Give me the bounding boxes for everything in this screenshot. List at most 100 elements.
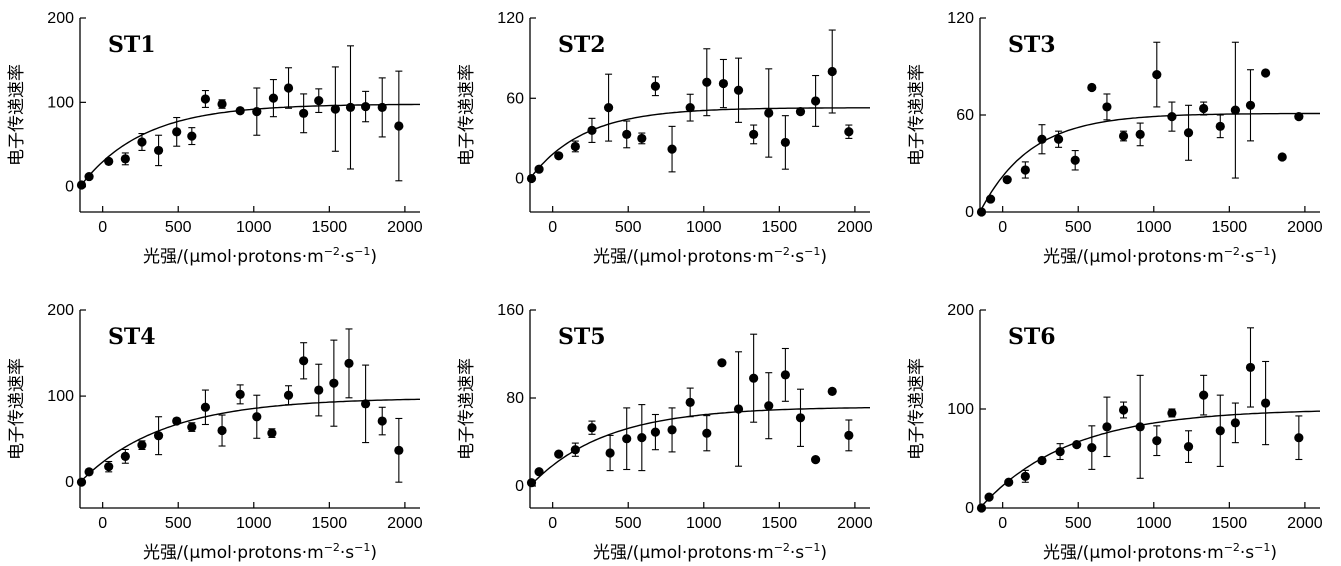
data-point [526,173,537,184]
x-axis-label-part: −2 [1224,541,1240,554]
x-tick-label: 1500 [762,219,798,236]
data-point [1230,105,1240,115]
x-axis-label-part: −1 [804,541,820,554]
data-point [76,477,87,487]
x-tick-label: 2000 [387,219,423,236]
x-tick-label: 500 [165,515,192,532]
data-point [217,99,227,109]
data-point [1118,131,1129,141]
data-point [1261,68,1271,78]
data-point [84,467,94,477]
x-tick-label: 2000 [1287,515,1323,532]
data-point [137,137,147,147]
x-axis-label: 光强/(μmol·protons·m−2·s−1) [143,541,377,563]
x-tick-label: 2000 [837,515,873,532]
data-point [1294,433,1304,443]
x-tick-label: 1000 [236,219,272,236]
x-axis-label-part: ) [820,543,827,563]
data-point [345,102,356,113]
y-tick-label: 100 [47,94,74,111]
data-point [1152,436,1162,446]
data-point [811,96,821,106]
y-tick-label: 200 [47,302,74,319]
data-point [120,154,130,164]
data-point [1245,362,1256,373]
data-point [1199,390,1209,400]
panel-title: ST1 [108,32,156,58]
data-point [330,104,340,114]
y-axis-label: 电子传递速率 [457,358,477,460]
y-tick-label: 100 [947,401,974,418]
x-tick-label: 2000 [837,219,873,236]
fit-curve [979,112,1320,213]
x-axis-label-part: /(μmol·protons·m [177,247,324,267]
chart-panel-st1: 0 500 1000 1500 2000 0 100 200 ST1 电子传递速率光强/(μmol… [7,10,423,267]
data-point [137,440,147,450]
x-tick-label: 0 [998,219,1007,236]
data-point [1002,175,1012,185]
panel-title: ST6 [1008,324,1056,350]
data-point [314,385,324,395]
data-point [1261,398,1271,408]
data-point [172,416,182,426]
x-axis-label: 光强/(μmol·protons·m−2·s−1) [593,541,827,563]
x-axis-label-part: /(μmol·protons·m [1077,247,1224,267]
x-axis-label-part: ) [370,247,377,267]
data-point [1053,134,1064,144]
data-point [283,390,294,400]
data-point [172,127,182,137]
x-axis-label-part: 光强 [1043,247,1077,267]
y-tick-label: 100 [47,388,74,405]
data-point [1037,134,1047,144]
panel-title: ST5 [558,324,606,350]
x-axis-label-part: −1 [804,245,820,258]
data-point [1004,477,1014,487]
x-tick-label: 0 [998,515,1007,532]
data-point [1167,408,1177,418]
data-point [361,399,371,409]
data-point [622,129,632,139]
data-point [1102,422,1112,432]
x-axis-label-part: ·s [1240,543,1254,563]
data-point [299,356,309,366]
data-point [749,373,759,383]
y-axis-label: 电子传递速率 [7,64,27,166]
data-point [268,93,279,103]
data-point [1135,422,1145,432]
x-axis-label-part: −1 [1254,541,1270,554]
x-axis-label: 光强/(μmol·protons·m−2·s−1) [593,245,827,267]
x-axis-label-part: ·s [340,247,354,267]
y-axis-label: 电子传递速率 [907,358,927,460]
y-axis-label: 电子传递速率 [907,64,927,166]
data-point [187,422,197,432]
data-point [1070,155,1080,165]
data-point [394,445,404,455]
x-axis-label-part: /(μmol·protons·m [627,543,774,563]
data-point [637,433,647,443]
data-point [534,164,544,174]
x-tick-label: 1500 [1212,515,1248,532]
data-point [394,121,404,131]
data-point [976,503,987,513]
x-axis-label-part: 光强 [593,543,627,563]
chart-panel-st3: 0 500 1000 1500 2000 0 60 120 ST3 电子传递速率光强/(μmol·… [907,10,1323,267]
x-axis-label-part: ) [820,247,827,267]
data-point [329,378,339,388]
x-axis-label-part: −2 [774,541,790,554]
data-point [1183,442,1194,452]
data-point [554,151,564,161]
x-axis-label-part: −2 [1224,245,1240,258]
data-point [685,103,695,113]
data-point [811,455,821,465]
data-point [702,428,712,438]
x-axis-label-part: ·s [790,247,804,267]
y-tick-label: 200 [47,10,74,27]
x-axis-label-part: −2 [774,245,790,258]
fit-curve [529,407,870,487]
fit-curve [979,410,1320,509]
panel-title: ST2 [558,32,606,58]
data-point [650,427,661,437]
data-point [1230,418,1240,428]
data-point [1183,128,1194,138]
data-point [104,462,114,472]
